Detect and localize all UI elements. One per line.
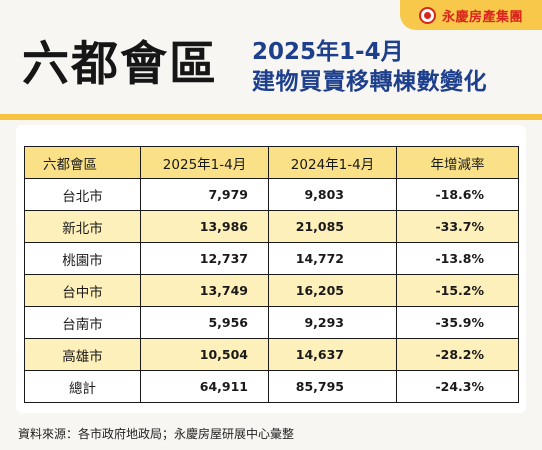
rate-cell: -28.2%	[396, 338, 519, 371]
city-cell: 高雄市	[24, 338, 141, 371]
brand-logo-icon	[418, 6, 436, 24]
rate-cell: -18.6%	[396, 178, 519, 211]
value-2024-cell: 85,795	[268, 370, 397, 403]
column-header-rate: 年增減率	[396, 146, 519, 179]
table-row: 台北市 7,979 9,803 -18.6%	[24, 178, 519, 211]
table-row: 台中市 13,749 16,205 -15.2%	[24, 274, 519, 307]
rate-cell: -15.2%	[396, 274, 519, 307]
page-title: 六都會區	[22, 37, 218, 92]
value-2025-cell: 13,986	[140, 210, 269, 243]
table-row: 新北市 13,986 21,085 -33.7%	[24, 210, 519, 243]
value-2025-cell: 13,749	[140, 274, 269, 307]
value-2024-cell: 9,803	[268, 178, 397, 211]
data-table: 六都會區 2025年1-4月 2024年1-4月 年增減率 台北市 7,979 …	[24, 146, 519, 403]
value-2024-cell: 14,637	[268, 338, 397, 371]
rate-cell: -35.9%	[396, 306, 519, 339]
rate-cell: -24.3%	[396, 370, 519, 403]
column-header-2025: 2025年1-4月	[140, 146, 269, 179]
table-total-row: 總計 64,911 85,795 -24.3%	[24, 370, 519, 403]
city-cell: 台中市	[24, 274, 141, 307]
city-cell: 總計	[24, 370, 141, 403]
brand-name: 永慶房產集團	[441, 9, 523, 25]
city-cell: 新北市	[24, 210, 141, 243]
table-row: 桃園市 12,737 14,772 -13.8%	[24, 242, 519, 275]
column-header-region: 六都會區	[24, 146, 141, 179]
value-2025-cell: 7,979	[140, 178, 269, 211]
city-cell: 台北市	[24, 178, 141, 211]
table-row: 高雄市 10,504 14,637 -28.2%	[24, 338, 519, 371]
value-2024-cell: 16,205	[268, 274, 397, 307]
subtitle-period: 2025年1-4月	[252, 39, 404, 65]
value-2025-cell: 5,956	[140, 306, 269, 339]
value-2025-cell: 10,504	[140, 338, 269, 371]
value-2025-cell: 12,737	[140, 242, 269, 275]
value-2025-cell: 64,911	[140, 370, 269, 403]
accent-strip	[0, 114, 542, 120]
rate-cell: -13.8%	[396, 242, 519, 275]
city-cell: 桃園市	[24, 242, 141, 275]
table-row: 台南市 5,956 9,293 -35.9%	[24, 306, 519, 339]
table-header-row: 六都會區 2025年1-4月 2024年1-4月 年增減率	[24, 146, 519, 179]
rate-cell: -33.7%	[396, 210, 519, 243]
value-2024-cell: 9,293	[268, 306, 397, 339]
column-header-2024: 2024年1-4月	[268, 146, 397, 179]
city-cell: 台南市	[24, 306, 141, 339]
value-2024-cell: 21,085	[268, 210, 397, 243]
source-note: 資料來源：各市政府地政局；永慶房屋研展中心彙整	[18, 427, 295, 441]
value-2024-cell: 14,772	[268, 242, 397, 275]
brand-tab: 永慶房產集團	[400, 0, 542, 30]
subtitle-description: 建物買賣移轉棟數變化	[252, 69, 487, 95]
